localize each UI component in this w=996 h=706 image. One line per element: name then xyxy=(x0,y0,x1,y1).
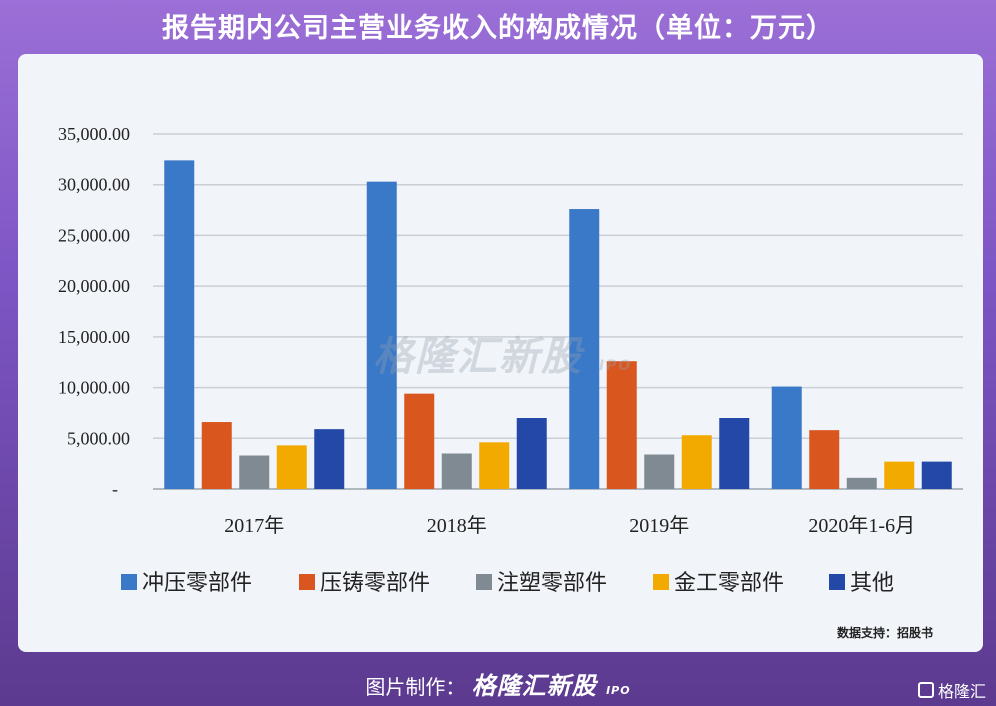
y-tick-label: 35,000.00 xyxy=(58,124,130,144)
x-tick-label: 2019年 xyxy=(629,514,689,537)
footer-brand-suffix: IPO xyxy=(606,684,631,697)
bar xyxy=(846,477,877,489)
bar xyxy=(771,386,802,489)
watermark-brand: 格隆汇新股 xyxy=(373,334,583,380)
bar xyxy=(239,455,270,489)
footer-prefix: 图片制作： xyxy=(365,675,466,699)
footer-brand-text: 格隆汇新股 xyxy=(471,672,597,700)
bar xyxy=(516,418,547,489)
legend-label: 冲压零部件 xyxy=(142,571,252,596)
bar xyxy=(366,181,397,489)
bar xyxy=(201,422,232,489)
x-tick-label: 2018年 xyxy=(427,514,487,537)
page-title: 报告期内公司主营业务收入的构成情况（单位：万元） xyxy=(162,13,834,44)
corner-logo-text: 格隆汇 xyxy=(937,682,986,701)
bar xyxy=(479,442,510,489)
source-note: 数据支持：招股书 xyxy=(836,626,933,640)
y-tick-label: - xyxy=(112,479,118,499)
bar xyxy=(809,430,840,489)
bar xyxy=(276,445,307,489)
watermark-suffix: IPO xyxy=(598,358,633,374)
legend-label: 金工零部件 xyxy=(674,571,784,596)
legend-label: 压铸零部件 xyxy=(320,571,430,596)
bar xyxy=(441,453,472,489)
bar-chart: - 5,000.00 10,000.00 15,000.00 20,000.00 25,0… xyxy=(58,124,963,596)
y-tick-label: 20,000.00 xyxy=(58,276,130,296)
bar xyxy=(719,418,750,489)
logo-mark-icon xyxy=(917,682,934,698)
legend-swatch xyxy=(476,574,492,590)
bar xyxy=(681,435,712,489)
footer: 图片制作： 格隆汇新股 IPO xyxy=(0,666,996,701)
legend-swatch xyxy=(121,574,137,590)
legend-label: 注塑零部件 xyxy=(497,571,607,596)
bar xyxy=(404,393,435,489)
y-tick-label: 10,000.00 xyxy=(58,378,130,398)
bar xyxy=(314,429,345,489)
bar xyxy=(884,461,915,489)
bar xyxy=(569,209,600,490)
bar xyxy=(644,454,675,489)
bar xyxy=(606,361,637,489)
y-tick-label: 30,000.00 xyxy=(58,175,130,195)
footer-brand: 格隆汇新股 IPO xyxy=(472,672,631,700)
watermark: 格隆汇新股 IPO xyxy=(373,324,693,382)
x-tick-label: 2020年1-6月 xyxy=(808,514,915,537)
legend-swatch xyxy=(829,574,845,590)
chart-card: - 5,000.00 10,000.00 15,000.00 20,000.00 25,0… xyxy=(18,54,983,652)
corner-logo: 格隆汇 xyxy=(917,678,986,702)
x-tick-label: 2017年 xyxy=(224,514,284,537)
bar xyxy=(921,461,952,489)
legend-label: 其他 xyxy=(850,571,894,596)
legend-swatch xyxy=(299,574,315,590)
y-tick-label: 5,000.00 xyxy=(67,428,130,448)
y-tick-label: 25,000.00 xyxy=(58,225,130,245)
bar xyxy=(164,160,195,489)
legend-swatch xyxy=(653,574,669,590)
y-tick-label: 15,000.00 xyxy=(58,327,130,347)
